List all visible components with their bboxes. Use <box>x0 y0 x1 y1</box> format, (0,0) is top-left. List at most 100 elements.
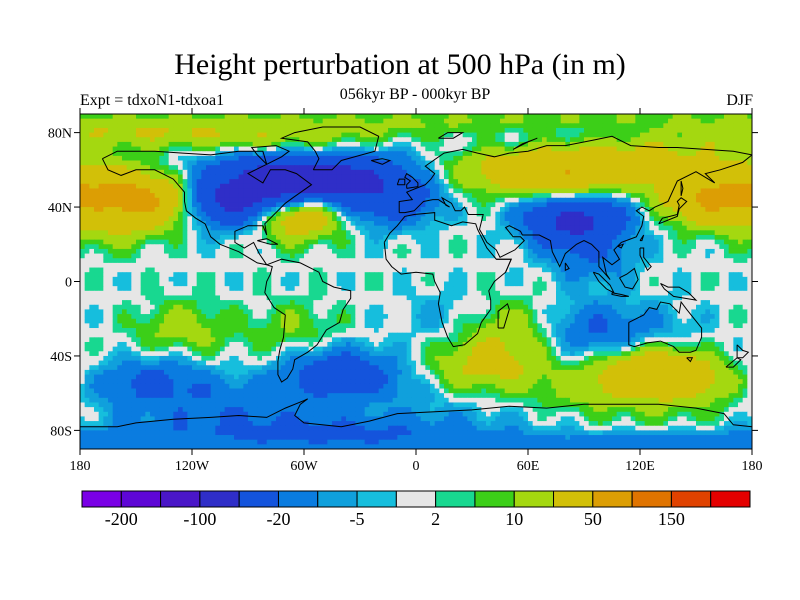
field-cell <box>546 230 552 236</box>
field-cell <box>588 262 594 268</box>
field-cell <box>500 225 506 231</box>
field-cell <box>668 258 674 264</box>
field-cell <box>453 267 459 273</box>
field-cell <box>103 137 109 143</box>
field-cell <box>336 225 342 231</box>
field-cell <box>560 174 566 180</box>
field-cell <box>448 267 454 273</box>
field-cell <box>560 132 566 138</box>
field-cell <box>616 267 622 273</box>
field-cell <box>481 114 487 120</box>
field-cell <box>350 221 356 227</box>
field-cell <box>476 193 482 199</box>
field-cell <box>378 132 384 138</box>
field-cell <box>164 248 170 254</box>
field-cell <box>285 179 291 185</box>
field-cell <box>742 267 748 273</box>
field-cell <box>299 258 305 264</box>
field-cell <box>112 197 118 203</box>
field-cell <box>733 230 739 236</box>
field-cell <box>696 193 702 199</box>
field-cell <box>206 118 212 124</box>
field-cell <box>649 132 655 138</box>
field-cell <box>383 239 389 245</box>
field-cell <box>285 197 291 203</box>
field-cell <box>126 272 132 278</box>
field-cell <box>542 132 548 138</box>
field-cell <box>425 132 431 138</box>
field-cell <box>481 225 487 231</box>
field-cell <box>98 155 104 161</box>
field-cell <box>486 146 492 152</box>
field-cell <box>448 160 454 166</box>
field-cell <box>635 188 641 194</box>
field-cell <box>696 114 702 120</box>
field-cell <box>122 183 128 189</box>
field-cell <box>285 151 291 157</box>
field-cell <box>574 262 580 268</box>
field-cell <box>234 216 240 222</box>
field-cell <box>472 165 478 171</box>
field-cell <box>271 151 277 157</box>
field-cell <box>444 234 450 241</box>
field-cell <box>747 197 752 203</box>
field-cell <box>140 216 146 222</box>
field-cell <box>710 221 716 227</box>
field-cell <box>257 183 263 189</box>
field-cell <box>126 165 132 171</box>
field-cell <box>112 258 118 264</box>
field-cell <box>229 114 235 120</box>
field-cell <box>182 165 188 171</box>
field-cell <box>504 193 510 199</box>
field-cell <box>458 211 464 217</box>
field-cell <box>392 197 398 203</box>
field-cell <box>565 137 571 143</box>
field-cell <box>700 267 706 273</box>
field-cell <box>126 137 132 143</box>
field-cell <box>528 253 534 259</box>
field-cell <box>383 179 389 185</box>
field-cell <box>514 211 520 217</box>
field-cell <box>150 202 156 208</box>
field-cell <box>168 221 174 227</box>
field-cell <box>565 207 571 213</box>
field-cell <box>663 155 669 161</box>
field-cell <box>206 132 212 138</box>
field-cell <box>439 272 445 278</box>
field-cell <box>383 225 389 231</box>
field-cell <box>602 225 608 231</box>
field-cell <box>663 151 669 157</box>
field-cell <box>350 183 356 189</box>
field-cell <box>173 183 179 189</box>
field-cell <box>392 169 398 175</box>
field-cell <box>294 146 300 152</box>
field-cell <box>626 169 632 175</box>
field-cell <box>145 244 151 250</box>
field-cell <box>215 272 221 278</box>
field-cell <box>220 202 226 208</box>
field-cell <box>425 141 431 147</box>
field-cell <box>724 174 730 180</box>
field-cell <box>322 137 328 143</box>
field-cell <box>742 165 748 171</box>
field-cell <box>584 179 590 185</box>
field-cell <box>514 202 520 208</box>
field-cell <box>430 267 436 273</box>
field-cell <box>206 239 212 245</box>
field-cell <box>224 123 230 129</box>
field-cell <box>621 197 627 203</box>
field-cell <box>280 267 286 273</box>
field-cell <box>322 174 328 180</box>
field-cell <box>700 258 706 264</box>
field-cell <box>327 262 333 268</box>
field-cell <box>528 225 534 231</box>
field-cell <box>472 216 478 222</box>
field-cell <box>439 234 445 241</box>
field-cell <box>80 258 86 264</box>
field-cell <box>276 197 282 203</box>
field-cell <box>574 174 580 180</box>
field-cell <box>672 179 678 185</box>
field-cell <box>467 193 473 199</box>
field-cell <box>682 188 688 194</box>
field-cell <box>206 151 212 157</box>
